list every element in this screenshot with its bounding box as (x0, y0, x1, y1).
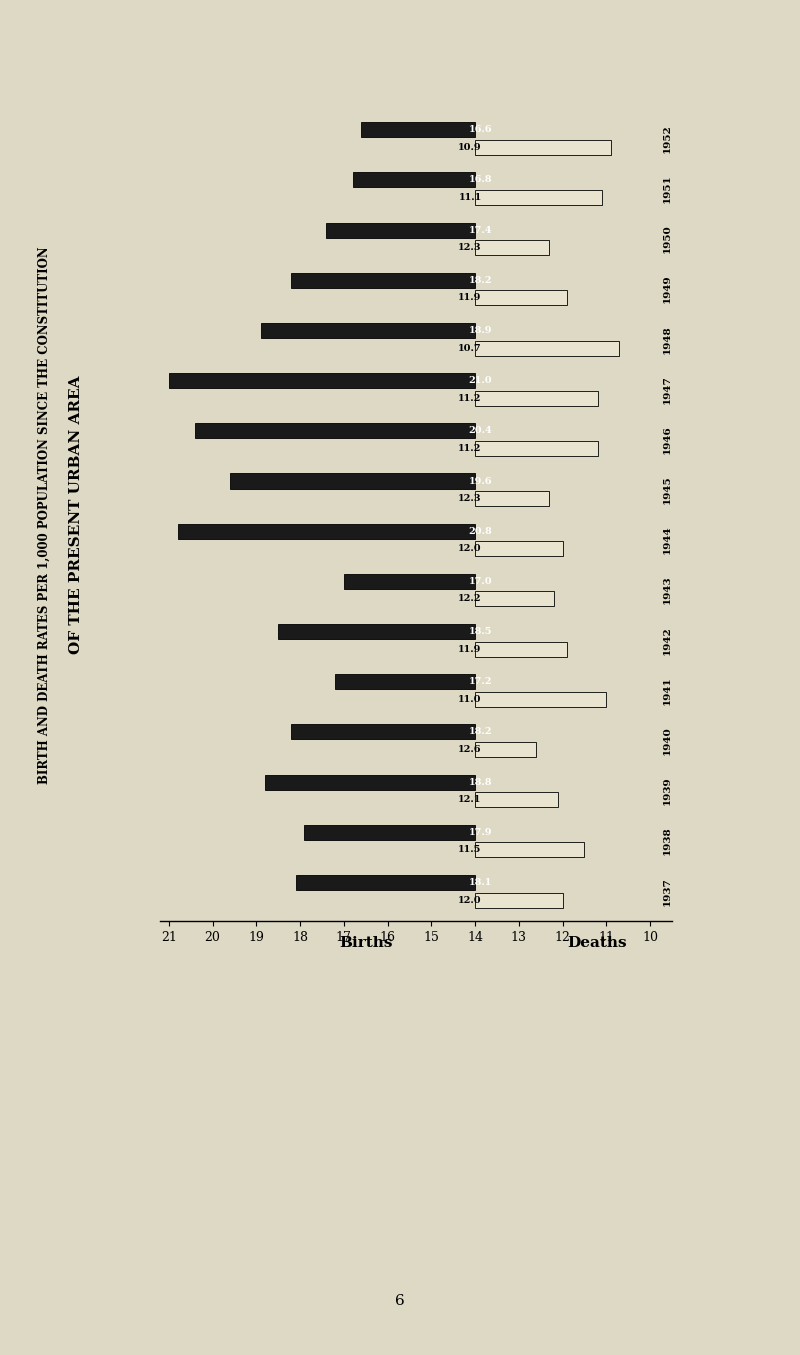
Text: 16.8: 16.8 (469, 175, 492, 184)
Bar (261, 322, 475, 337)
Bar (475, 642, 567, 657)
Text: 1950: 1950 (663, 225, 672, 253)
Text: 1939: 1939 (663, 776, 672, 805)
Text: 20.4: 20.4 (469, 427, 492, 435)
Text: 12.0: 12.0 (458, 545, 482, 553)
Text: 1949: 1949 (663, 275, 672, 304)
Bar (326, 222, 475, 237)
Bar (353, 172, 475, 187)
Text: 21.0: 21.0 (469, 377, 492, 385)
Text: 18.5: 18.5 (469, 627, 492, 635)
Text: 18.8: 18.8 (469, 778, 492, 787)
Text: 10.7: 10.7 (458, 344, 482, 352)
Text: 20.8: 20.8 (469, 527, 492, 535)
Text: 18.2: 18.2 (469, 728, 492, 737)
Text: OF THE PRESENT URBAN AREA: OF THE PRESENT URBAN AREA (69, 375, 83, 654)
Bar (475, 743, 536, 757)
Text: 11.2: 11.2 (458, 444, 482, 453)
Text: 17.2: 17.2 (469, 678, 492, 686)
Text: 1951: 1951 (663, 175, 672, 203)
Text: 1945: 1945 (663, 476, 672, 504)
Bar (475, 240, 550, 255)
Bar (265, 775, 475, 790)
Bar (475, 491, 550, 507)
Bar (475, 692, 606, 707)
Bar (475, 843, 585, 858)
Text: 11.9: 11.9 (458, 645, 482, 653)
Bar (230, 473, 475, 489)
Text: 1940: 1940 (663, 726, 672, 755)
Bar (305, 825, 475, 840)
Text: Births: Births (339, 936, 393, 950)
Text: 1946: 1946 (663, 425, 672, 454)
Text: 1947: 1947 (663, 375, 672, 404)
Bar (475, 893, 562, 908)
Text: 12.0: 12.0 (458, 896, 482, 905)
Bar (291, 272, 475, 287)
Bar (475, 541, 562, 557)
Text: 10.9: 10.9 (458, 142, 482, 152)
Text: 1943: 1943 (663, 576, 672, 604)
Bar (475, 793, 558, 808)
Text: 12.1: 12.1 (458, 795, 482, 805)
Text: 18.1: 18.1 (469, 878, 492, 888)
Text: 11.5: 11.5 (458, 846, 482, 855)
Text: 11.0: 11.0 (458, 695, 482, 703)
Text: 6: 6 (395, 1294, 405, 1308)
Bar (475, 390, 598, 405)
Text: 18.2: 18.2 (469, 276, 492, 285)
Text: 1952: 1952 (663, 125, 672, 153)
Text: 17.4: 17.4 (469, 225, 492, 234)
Text: 12.6: 12.6 (458, 745, 482, 753)
Text: 11.1: 11.1 (458, 192, 482, 202)
Text: 1937: 1937 (663, 877, 672, 905)
Bar (169, 373, 475, 388)
Text: 1942: 1942 (663, 626, 672, 654)
Text: 18.9: 18.9 (469, 327, 492, 335)
Text: 1944: 1944 (663, 526, 672, 554)
Text: 1941: 1941 (663, 676, 672, 705)
Text: 11.9: 11.9 (458, 293, 482, 302)
Bar (475, 140, 610, 154)
Bar (335, 675, 475, 690)
Text: 19.6: 19.6 (469, 477, 492, 485)
Bar (475, 440, 598, 455)
Bar (475, 190, 602, 205)
Text: 12.3: 12.3 (458, 495, 482, 503)
Bar (344, 575, 475, 589)
Text: BIRTH AND DEATH RATES PER 1,000 POPULATION SINCE THE CONSTITUTION: BIRTH AND DEATH RATES PER 1,000 POPULATI… (38, 247, 50, 783)
Bar (362, 122, 475, 137)
Text: 1948: 1948 (663, 325, 672, 354)
Bar (278, 625, 475, 640)
Text: Deaths: Deaths (568, 936, 627, 950)
Text: 12.2: 12.2 (458, 595, 482, 603)
Bar (475, 591, 554, 607)
Bar (291, 725, 475, 740)
Bar (475, 290, 567, 305)
Text: 17.0: 17.0 (469, 577, 492, 585)
Bar (475, 340, 619, 355)
Bar (178, 523, 475, 539)
Text: 17.9: 17.9 (469, 828, 492, 837)
Text: 11.2: 11.2 (458, 394, 482, 402)
Bar (296, 875, 475, 890)
Bar (195, 423, 475, 439)
Text: 16.6: 16.6 (469, 125, 492, 134)
Text: 1938: 1938 (663, 827, 672, 855)
Text: 12.3: 12.3 (458, 243, 482, 252)
